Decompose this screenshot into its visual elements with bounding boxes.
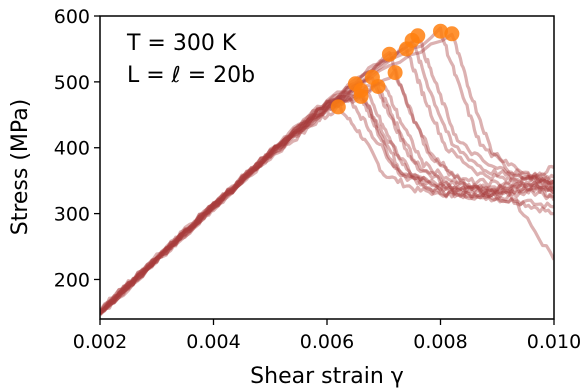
series-line-14: [100, 95, 554, 316]
series-line-4: [100, 94, 554, 313]
plot-area: [100, 23, 554, 317]
y-tick-label: 300: [54, 204, 90, 226]
series-line-15: [100, 90, 554, 314]
y-tick-label: 600: [54, 6, 90, 28]
peak-point-6: [370, 79, 386, 94]
y-tick-label: 500: [54, 72, 90, 94]
y-tick-label: 400: [54, 138, 90, 160]
peak-point-7: [381, 46, 397, 62]
series-layer: [100, 26, 554, 317]
peak-markers: [330, 23, 460, 115]
series-line-5: [100, 76, 554, 315]
peak-point-13: [444, 26, 460, 42]
peak-point-11: [410, 28, 426, 44]
series-line-13: [100, 32, 554, 312]
y-tick-label: 200: [54, 269, 90, 291]
series-line-1: [100, 104, 554, 315]
series-line-6: [100, 82, 554, 316]
x-tick-label: 0.004: [186, 331, 240, 353]
y-axis-label: Stress (MPa): [8, 99, 33, 236]
peak-point-12: [433, 23, 448, 39]
plot-frame: [99, 15, 555, 320]
y-axis-ticks: 200 300 400 500 600: [54, 6, 100, 291]
series-line-16: [100, 81, 554, 315]
x-axis-label: Shear strain γ: [250, 364, 404, 389]
x-tick-label: 0.008: [413, 331, 467, 353]
series-line-7: [100, 51, 554, 313]
series-line-12: [100, 26, 554, 314]
x-tick-label: 0.006: [300, 331, 354, 353]
x-axis-ticks: 0.002 0.004 0.006 0.008 0.010: [73, 319, 581, 353]
peak-point-4: [353, 88, 369, 104]
series-line-3: [100, 89, 554, 317]
annotation-length: L = ℓ = 20b: [127, 63, 255, 88]
peak-point-1: [330, 99, 346, 115]
annotation-temperature: T = 300 K: [126, 31, 237, 56]
series-line-2: [100, 83, 554, 314]
x-tick-label: 0.010: [527, 331, 581, 353]
peak-point-8: [387, 65, 403, 81]
series-line-8: [100, 68, 554, 314]
x-tick-label: 0.002: [73, 331, 127, 353]
